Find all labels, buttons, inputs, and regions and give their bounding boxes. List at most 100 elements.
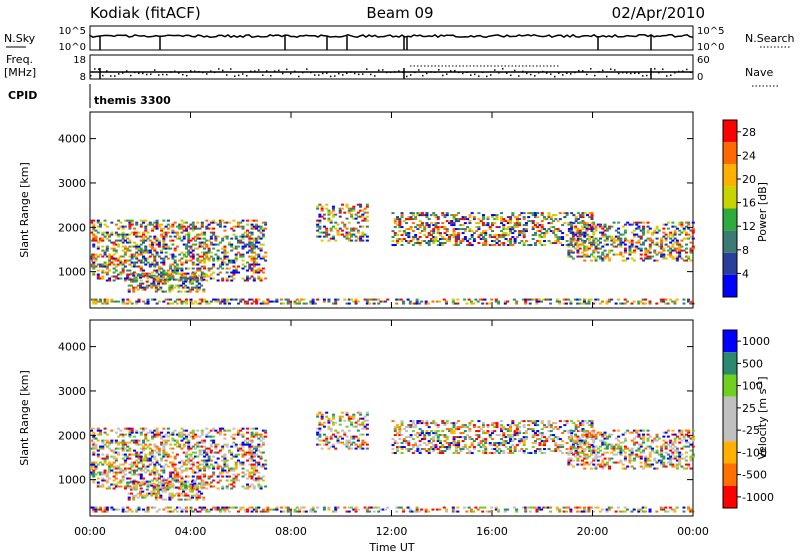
power-echo-mark — [302, 298, 306, 301]
velocity-echo-mark — [331, 510, 335, 513]
power-echo-mark — [90, 231, 93, 234]
velocity-echo-mark — [186, 498, 190, 501]
power-echo-mark — [205, 239, 209, 242]
power-echo-mark — [250, 245, 254, 248]
power-echo-mark — [128, 249, 132, 252]
power-echo-mark — [127, 284, 131, 287]
power-echo-mark — [126, 302, 130, 305]
power-echo-mark — [255, 271, 259, 274]
power-echo-mark — [189, 227, 193, 230]
velocity-echo-mark — [234, 465, 238, 468]
velocity-echo-mark — [397, 506, 401, 509]
power-echo-mark — [443, 232, 447, 235]
power-echo-mark — [243, 279, 247, 282]
velocity-echo-mark — [200, 467, 204, 470]
velocity-echo-mark — [143, 482, 147, 485]
power-echo-mark — [610, 243, 614, 246]
velocity-echo-mark — [536, 448, 540, 451]
power-echo-mark — [180, 225, 184, 228]
velocity-echo-mark — [121, 433, 125, 436]
velocity-echo-mark — [365, 419, 369, 422]
power-echo-mark — [576, 249, 580, 252]
velocity-echo-mark — [379, 508, 383, 511]
velocity-echo-mark — [103, 459, 107, 462]
power-echo-mark — [121, 249, 125, 252]
power-echo-mark — [481, 238, 485, 241]
power-echo-mark — [655, 259, 659, 262]
velocity-echo-mark — [203, 508, 207, 511]
velocity-echo-mark — [105, 481, 109, 484]
velocity-echo-mark — [259, 465, 263, 468]
power-echo-mark — [322, 235, 326, 238]
velocity-echo-mark — [383, 508, 387, 511]
velocity-echo-mark — [533, 452, 537, 455]
power-echo-mark — [178, 237, 182, 240]
velocity-echo-mark — [144, 433, 148, 436]
velocity-echo-mark — [250, 467, 254, 470]
power-echo-mark — [619, 243, 623, 246]
velocity-echo-mark — [261, 451, 265, 454]
power-echo-mark — [407, 228, 411, 231]
power-echo-mark — [484, 224, 488, 227]
power-echo-mark — [327, 300, 331, 303]
nave-dot — [226, 74, 228, 76]
power-echo-mark — [506, 220, 510, 223]
velocity-echo-mark — [155, 451, 159, 454]
velocity-echo-mark — [436, 436, 440, 439]
velocity-echo-mark — [343, 433, 347, 436]
power-echo-mark — [164, 247, 168, 250]
power-echo-mark — [603, 233, 607, 236]
velocity-echo-mark — [200, 459, 204, 462]
power-echo-mark — [336, 233, 340, 236]
power-echo-mark — [327, 211, 331, 214]
velocity-echo-mark — [160, 457, 164, 460]
power-echo-mark — [250, 298, 254, 301]
velocity-echo-mark — [250, 445, 254, 448]
power-echo-mark — [603, 235, 607, 238]
nave-dot — [122, 72, 124, 74]
power-echo-mark — [114, 257, 118, 260]
power-echo-mark — [129, 284, 133, 287]
velocity-echo-mark — [114, 447, 118, 450]
power-echo-mark — [243, 300, 247, 303]
velocity-echo-mark — [166, 488, 170, 491]
velocity-echo-mark — [264, 485, 268, 488]
velocity-echo-mark — [92, 445, 96, 448]
power-echo-mark — [187, 235, 191, 238]
velocity-echo-mark — [175, 477, 179, 480]
velocity-echo-mark — [579, 446, 583, 449]
velocity-echo-mark — [112, 461, 116, 464]
power-echo-mark — [205, 245, 209, 248]
power-echo-mark — [463, 236, 467, 239]
power-echo-mark — [563, 222, 567, 225]
power-echo-mark — [533, 214, 537, 217]
power-echo-mark — [157, 280, 161, 283]
velocity-echo-mark — [490, 448, 494, 451]
velocity-echo-mark — [90, 473, 93, 476]
power-echo-mark — [110, 261, 114, 264]
power-echo-mark — [352, 229, 356, 232]
velocity-echo-mark — [576, 510, 580, 513]
power-echo-mark — [148, 272, 152, 275]
velocity-echo-mark — [223, 469, 227, 472]
velocity-echo-mark — [587, 510, 591, 513]
velocity-echo-mark — [454, 428, 458, 431]
power-echo-mark — [415, 300, 419, 303]
power-echo-mark — [405, 222, 409, 225]
velocity-echo-mark — [250, 449, 254, 452]
power-echo-mark — [194, 271, 198, 274]
velocity-echo-mark — [445, 438, 449, 441]
velocity-echo-mark — [194, 479, 198, 482]
velocity-echo-mark — [207, 475, 211, 478]
velocity-echo-mark — [420, 438, 424, 441]
velocity-echo-mark — [558, 426, 562, 429]
velocity-echo-mark — [531, 430, 535, 433]
power-echo-mark — [646, 255, 650, 258]
power-echo-mark — [445, 212, 449, 215]
velocity-echo-mark — [540, 444, 544, 447]
velocity-echo-mark — [203, 467, 207, 470]
power-echo-mark — [187, 277, 191, 280]
nave-dot — [586, 73, 588, 76]
velocity-echo-mark — [146, 485, 150, 488]
velocity-echo-mark — [207, 483, 211, 486]
